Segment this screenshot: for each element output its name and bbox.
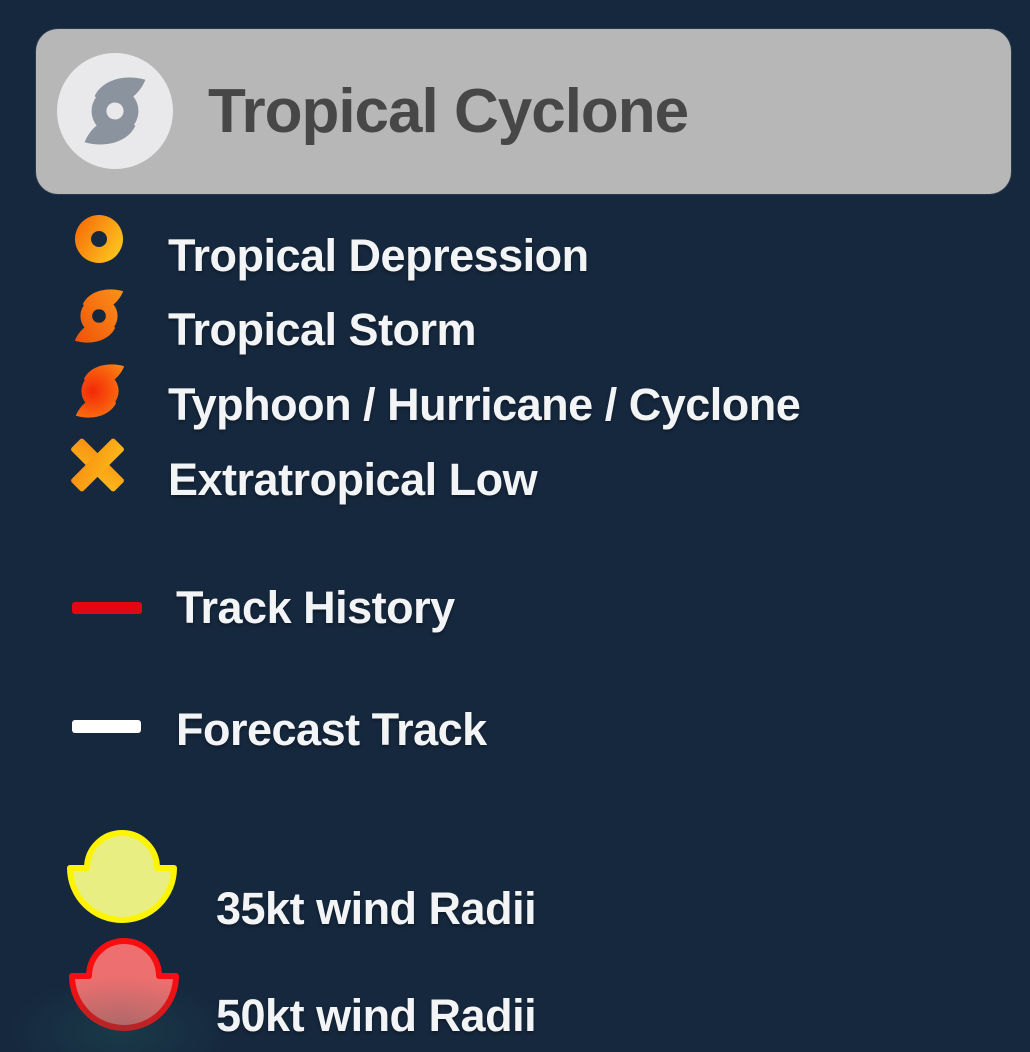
wind-radii-50kt-icon <box>69 938 179 1031</box>
panel-title: Tropical Cyclone <box>208 77 689 146</box>
typhoon-hurricane-cyclone-icon <box>75 364 125 418</box>
tropical-cyclone-layer-button[interactable]: Tropical Cyclone <box>36 29 1011 194</box>
legend-label-extratropical-low: Extratropical Low <box>168 454 538 505</box>
hurricane-icon <box>84 77 146 145</box>
legend-label-track-history: Track History <box>176 582 455 633</box>
forecast-track-line-swatch <box>72 720 141 733</box>
tropical-storm-icon <box>74 289 124 343</box>
legend-label-forecast-track: Forecast Track <box>176 704 487 755</box>
legend-label-tropical-depression: Tropical Depression <box>168 230 589 281</box>
legend-label-typhoon-hurricane-cyclone: Typhoon / Hurricane / Cyclone <box>168 379 801 430</box>
legend-label-35kt-wind-radii: 35kt wind Radii <box>216 883 537 934</box>
legend-label-50kt-wind-radii: 50kt wind Radii <box>216 990 537 1041</box>
legend-label-tropical-storm: Tropical Storm <box>168 304 477 355</box>
track-history-line-swatch <box>72 602 142 614</box>
wind-radii-35kt-icon <box>67 830 177 923</box>
extratropical-low-icon <box>71 438 124 492</box>
tropical-depression-icon <box>75 215 123 263</box>
hurricane-icon-circle <box>57 53 173 169</box>
